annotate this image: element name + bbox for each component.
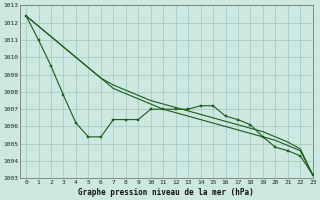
X-axis label: Graphe pression niveau de la mer (hPa): Graphe pression niveau de la mer (hPa) [78,188,254,197]
